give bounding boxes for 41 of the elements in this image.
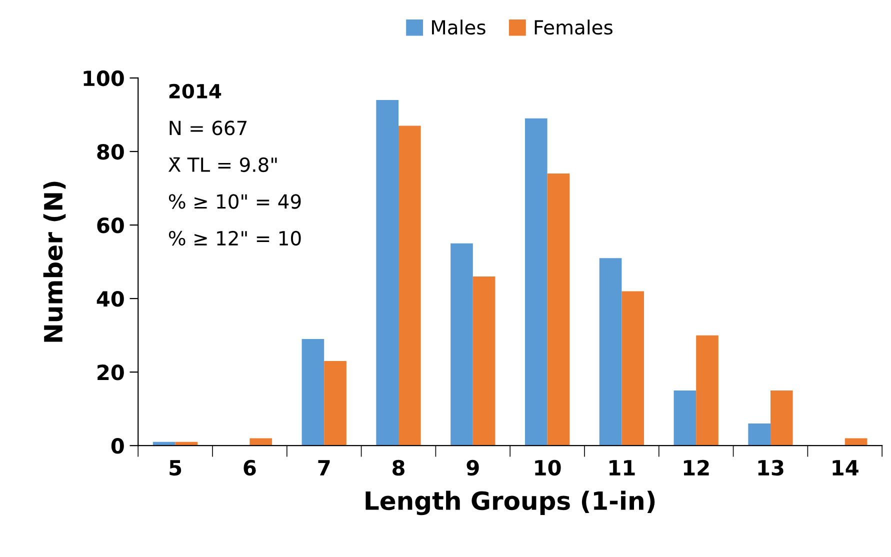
bar <box>674 390 696 446</box>
y-tick-label: 100 <box>84 70 124 86</box>
bar <box>472 276 496 446</box>
y-tick-label: 60 <box>97 217 124 234</box>
x-tick-label: 8 <box>392 460 404 476</box>
annotation: 2014 <box>169 84 222 99</box>
x-tick-label: 13 <box>758 460 784 476</box>
bar <box>622 291 644 446</box>
bar <box>844 438 868 446</box>
bar <box>748 424 770 446</box>
bar <box>250 438 272 446</box>
y-tick-label: 20 <box>98 364 124 380</box>
x-axis-title: Length Groups (1-in) <box>366 490 655 516</box>
bar <box>770 390 793 446</box>
bar <box>398 126 421 446</box>
x-tick-label: 5 <box>170 460 182 476</box>
x-tick-label: 12 <box>684 460 709 476</box>
x-tick-label: 6 <box>244 460 256 476</box>
bar <box>376 100 398 446</box>
bar <box>324 361 346 446</box>
bar <box>547 174 570 446</box>
annotation: % ≥ 10" = 49 <box>168 194 301 209</box>
y-axis-title: Number (N) <box>43 182 66 342</box>
bar <box>599 258 622 446</box>
legend-label: Females <box>534 20 612 35</box>
y-tick-label: 80 <box>97 144 124 160</box>
annotation: N = 667 <box>170 120 247 136</box>
bar <box>450 243 473 446</box>
y-tick-label: 40 <box>96 291 124 307</box>
x-tick-label: 14 <box>832 460 858 476</box>
bar <box>696 335 718 446</box>
x-tick-label: 10 <box>535 460 561 476</box>
bar <box>302 338 324 446</box>
legend-label: Males <box>432 20 486 35</box>
bar <box>524 118 548 446</box>
x-tick-label: 9 <box>466 460 479 476</box>
annotation: % ≥ 12" = 10 <box>168 230 301 246</box>
x-tick-label: 7 <box>318 460 330 476</box>
y-tick-label: 0 <box>111 438 124 454</box>
x-tick-label: 11 <box>610 460 635 476</box>
annotation: X̄ TL = 9.8" <box>168 157 277 172</box>
